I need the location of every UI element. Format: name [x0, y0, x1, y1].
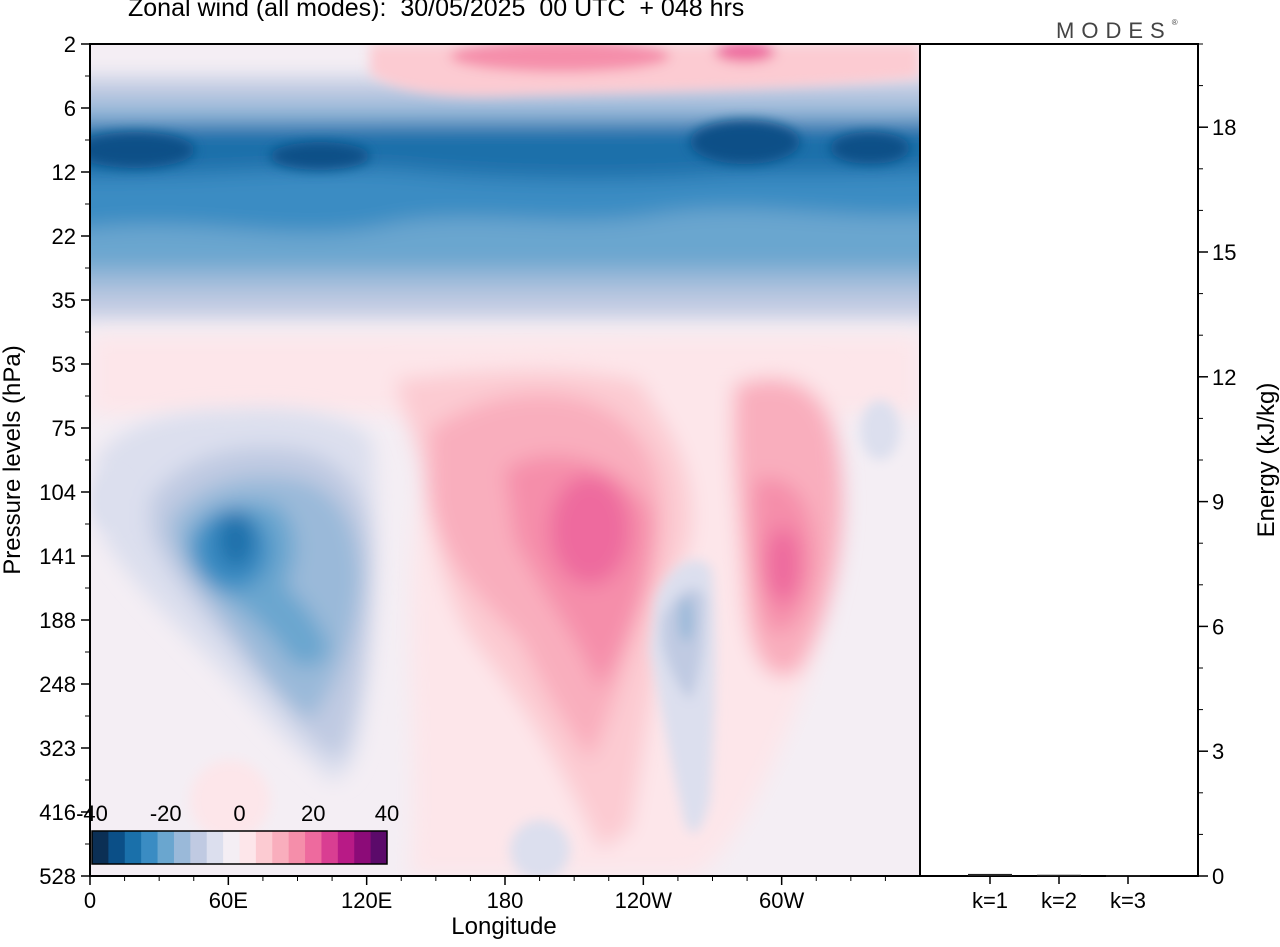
colorbar-swatch — [173, 831, 191, 864]
neg-tongue-inner — [662, 588, 705, 700]
y-axis-label: Pressure levels (hPa) — [0, 345, 26, 574]
energy-tick-label: 9 — [1212, 490, 1224, 515]
colorbar-swatch — [157, 831, 175, 864]
y-axis: 2 6 12 22 35 53 75 104 141 188 248 323 416 528 — [39, 32, 90, 889]
colorbar-swatch — [272, 831, 290, 864]
y-tick-label: 141 — [39, 544, 76, 569]
y-tick-label: 12 — [52, 160, 76, 185]
x-tick-label: 60E — [209, 888, 248, 913]
colorbar-swatch — [354, 831, 372, 864]
energy-bar — [1037, 874, 1081, 877]
y-tick-label: 416 — [39, 800, 76, 825]
neg-core-inner — [218, 512, 254, 568]
y-tick-label: 6 — [64, 96, 76, 121]
colorbar-swatch — [190, 831, 208, 864]
colorbar-swatch — [337, 831, 355, 864]
core-1 — [90, 132, 195, 168]
y-tick-label: 35 — [52, 288, 76, 313]
x-tick-label: 120W — [615, 888, 673, 913]
y-tick-label: 323 — [39, 736, 76, 761]
energy-tick-label: 3 — [1212, 739, 1224, 764]
energy-tick-label: 18 — [1212, 115, 1236, 140]
x-axis: 0 60E 120E 180 120W 60W — [84, 876, 886, 913]
colorbar-swatch — [239, 831, 257, 864]
upper-pos-core-2 — [715, 44, 775, 62]
negative-tongue — [650, 560, 716, 834]
colorbar-swatch — [206, 831, 224, 864]
colorbar-tick-label: -20 — [150, 801, 182, 826]
colorbar-tick-label: -40 — [76, 801, 108, 826]
y-tick-label: 2 — [64, 32, 76, 57]
y-tick-label: 104 — [39, 480, 76, 505]
colorbar-tick-label: 40 — [375, 801, 399, 826]
registered-mark: ® — [1171, 18, 1178, 27]
colorbar-swatch — [223, 831, 240, 864]
chart-title: Zonal wind (all modes): 30/05/2025 00 UT… — [128, 0, 745, 22]
x-tick-label: 180 — [487, 888, 524, 913]
surface-neg-1 — [510, 820, 570, 876]
colorbar: -40 -20 0 20 40 — [76, 801, 399, 865]
jet-pos-east-core — [765, 527, 801, 603]
colorbar-frame — [91, 830, 388, 865]
colorbar-swatch — [370, 831, 388, 864]
colorbar-swatch — [141, 831, 159, 864]
upper-pos-core — [450, 44, 670, 72]
colorbar-swatch — [255, 831, 273, 864]
surface-neg-2 — [860, 400, 900, 460]
y-tick-label: 188 — [39, 608, 76, 633]
y-tick-label: 53 — [52, 352, 76, 377]
colorbar-swatch — [321, 831, 339, 864]
surface-neg-3 — [92, 474, 128, 526]
band-strongest — [90, 124, 920, 180]
y-tick-label: 528 — [39, 864, 76, 889]
stratosphere-cores — [90, 120, 910, 170]
energy-category-label: k=3 — [1110, 888, 1146, 913]
colorbar-tick-label: 20 — [301, 801, 325, 826]
energy-category-label: k=1 — [972, 888, 1008, 913]
energy-axis: 0 3 6 9 12 15 18 — [1198, 43, 1236, 889]
neg-tongue-core — [679, 598, 693, 642]
upper-positive — [370, 44, 920, 97]
colorbar-tick-label: 0 — [233, 801, 245, 826]
positive-jets — [385, 356, 843, 876]
jet-pos-core — [550, 475, 630, 585]
colorbar-swatch — [124, 831, 142, 864]
colorbar-swatch — [305, 831, 322, 864]
colorbar-swatch — [108, 831, 126, 864]
y-tick-label: 22 — [52, 224, 76, 249]
energy-bar — [1106, 875, 1150, 877]
brand-logo: MODES® — [1056, 18, 1178, 44]
y-tick-label: 75 — [52, 416, 76, 441]
energy-tick-label: 12 — [1212, 365, 1236, 390]
negative-jet — [95, 409, 376, 780]
energy-tick-label: 6 — [1212, 614, 1224, 639]
energy-tick-label: 0 — [1212, 864, 1224, 889]
colorbar-swatch — [92, 831, 109, 864]
x-axis-label: Longitude — [451, 913, 556, 940]
energy-category-label: k=2 — [1041, 888, 1077, 913]
energy-tick-label: 15 — [1212, 240, 1236, 265]
x-tick-label: 60W — [759, 888, 804, 913]
y-tick-label: 248 — [39, 672, 76, 697]
colorbar-swatch — [288, 831, 306, 864]
energy-bars: k=1 k=2 k=3 — [968, 873, 1150, 913]
core-4 — [830, 132, 910, 164]
brand-name: MODES — [1056, 18, 1172, 43]
core-3 — [690, 120, 800, 164]
energy-bar — [968, 873, 1012, 876]
surface-features — [92, 400, 900, 876]
surface-pos-1 — [190, 760, 270, 840]
energy-panel-frame — [919, 43, 1199, 877]
core-2 — [270, 142, 370, 170]
heatmap-field — [90, 44, 920, 876]
stratosphere-bands — [90, 78, 920, 318]
energy-axis-label: Energy (kJ/kg) — [1253, 383, 1280, 538]
x-tick-label: 0 — [84, 888, 96, 913]
x-tick-label: 120E — [341, 888, 392, 913]
